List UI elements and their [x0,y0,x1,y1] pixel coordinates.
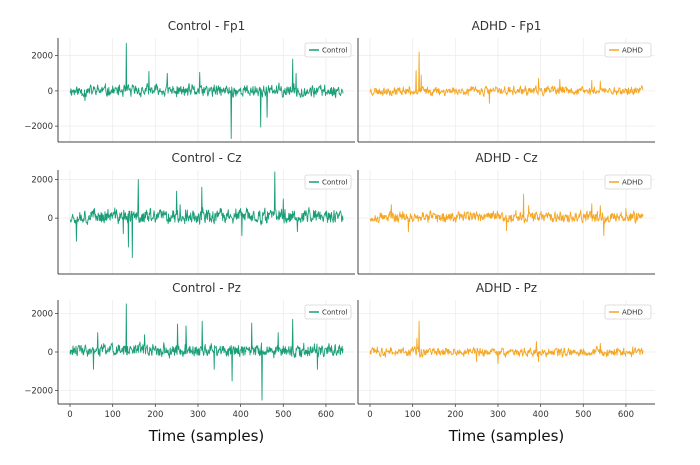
x-tick-label: 600 [618,410,634,420]
series-line-adhd [369,51,644,104]
panel-control-pz: 2000 0 −2000 0 100 200 300 400 500 600 Control - P… [24,281,355,445]
x-tick-label: 400 [533,410,549,420]
series-line-control [69,171,344,259]
series-line-adhd [369,320,644,365]
legend-box [304,304,352,320]
legend-box [604,42,652,58]
panel-title-control-fp1: Control - Fp1 [168,19,246,33]
y-tick-label: −2000 [24,387,53,397]
x-tick-label: 500 [575,410,591,420]
series-line-control [69,303,344,401]
y-tick-label: 0 [48,87,53,97]
panel-title-control-cz: Control - Cz [171,151,241,165]
y-tick-label: −2000 [24,122,53,132]
legend-label: ADHD [622,47,643,55]
panel-adhd-cz: ADHD - Cz ADHD [357,151,655,275]
legend-label: ADHD [622,309,643,317]
legend-box [604,304,652,320]
panel-title-adhd-pz: ADHD - Pz [476,281,537,295]
legend-label: Control [322,309,347,317]
y-tick-label: 2000 [31,176,53,186]
x-tick-label: 300 [190,410,206,420]
legend-label: Control [322,47,347,55]
x-axis-label: Time (samples) [148,427,265,445]
legend-box [304,42,352,58]
x-tick-label: 0 [67,410,72,420]
series-line-adhd [369,193,644,236]
legend: ADHD [604,174,652,190]
legend: Control [304,174,352,190]
legend-box [604,174,652,190]
panel-adhd-fp1: ADHD - Fp1 ADHD [357,19,655,143]
x-tick-label: 600 [318,410,334,420]
y-tick-label: 2000 [31,309,53,319]
x-tick-label: 100 [405,410,421,420]
x-tick-label: 200 [447,410,463,420]
legend-label: Control [322,179,347,187]
x-tick-label: 0 [367,410,372,420]
panel-title-control-pz: Control - Pz [172,281,241,295]
x-tick-label: 400 [233,410,249,420]
legend-label: ADHD [622,179,643,187]
panel-title-adhd-fp1: ADHD - Fp1 [472,19,542,33]
x-tick-label: 300 [490,410,506,420]
legend-box [304,174,352,190]
panel-adhd-pz: 0 100 200 300 400 500 600 ADHD - Pz Time (sample… [357,281,655,445]
y-tick-label: 0 [48,348,53,358]
x-tick-label: 500 [275,410,291,420]
legend: Control [304,42,352,58]
x-axis-label: Time (samples) [448,427,565,445]
panel-control-cz: 2000 0 Control - Cz Control [31,151,355,275]
panel-title-adhd-cz: ADHD - Cz [475,151,537,165]
legend: ADHD [604,42,652,58]
x-tick-label: 100 [105,410,121,420]
panel-control-fp1: 2000 0 −2000 Control - Fp1 Control [24,19,355,143]
legend: Control [304,304,352,320]
x-tick-label: 200 [147,410,163,420]
y-tick-label: 0 [48,214,53,224]
legend: ADHD [604,304,652,320]
y-tick-label: 2000 [31,52,53,62]
series-line-control [69,42,344,139]
